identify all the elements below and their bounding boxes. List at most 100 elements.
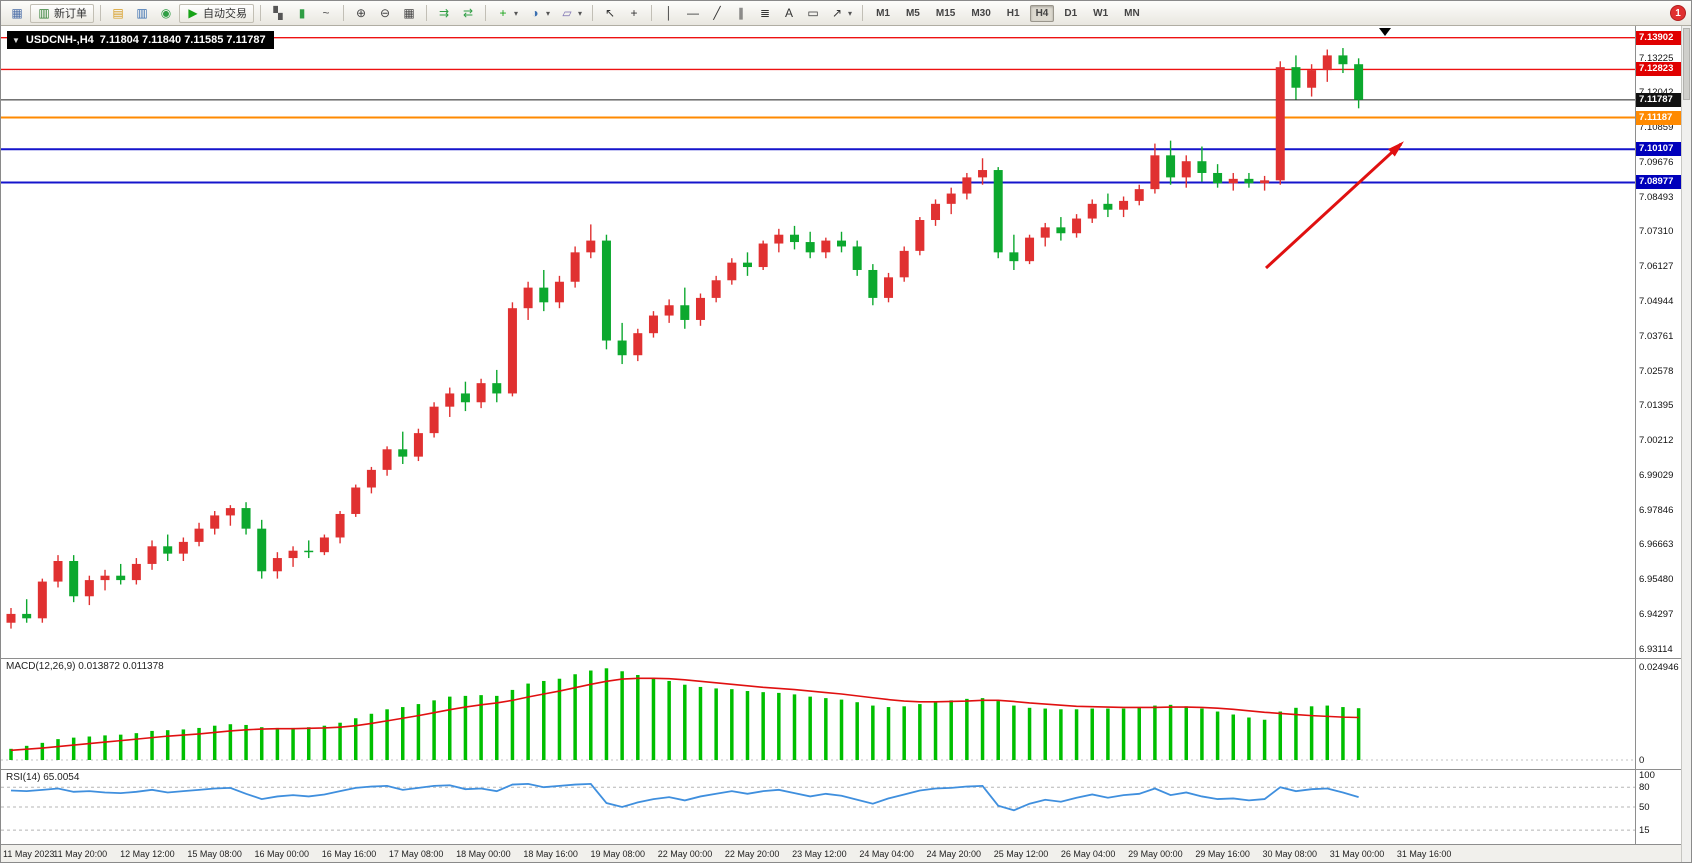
market-watch-icon: ▤ xyxy=(112,6,124,20)
auto-scroll-button[interactable]: ⇉ xyxy=(433,4,455,23)
chart-window-icon-button[interactable]: ▦ xyxy=(6,4,28,23)
macd-label: MACD(12,26,9) 0.013872 0.011378 xyxy=(6,661,164,672)
macd-axis-label: 0.024946 xyxy=(1639,662,1679,673)
toolbar-separator xyxy=(426,5,427,21)
channel-icon: ∥ xyxy=(738,6,745,20)
label-button[interactable]: ▭ xyxy=(802,4,824,23)
vertical-line-button[interactable]: │ xyxy=(658,4,680,23)
data-window-button[interactable]: ▥ xyxy=(131,4,153,23)
timeframe-mn[interactable]: MN xyxy=(1124,7,1140,19)
line-chart-button[interactable]: ~ xyxy=(315,4,337,23)
time-axis-label: 15 May 08:00 xyxy=(187,849,242,859)
time-axis: 11 May 2023 11 May 20:00 12 May 12:00 15 Ma… xyxy=(1,844,1682,862)
price-axis-label: 7.02578 xyxy=(1639,365,1674,377)
macd-panel[interactable]: MACD(12,26,9) 0.013872 0.011378 0.024946… xyxy=(1,658,1682,769)
vertical-scrollbar[interactable] xyxy=(1681,26,1691,862)
price-axis-label: 7.04944 xyxy=(1639,296,1674,308)
chart-shift-button[interactable]: ⇄ xyxy=(457,4,479,23)
timeframe-d1[interactable]: D1 xyxy=(1064,7,1078,19)
rsi-panel[interactable]: RSI(14) 65.0054 100 80 50 15 xyxy=(1,769,1682,844)
time-axis-label: 18 May 16:00 xyxy=(523,849,578,859)
symbol-title: USDCNH-,H4 xyxy=(25,34,94,46)
indicators-icon: + xyxy=(499,6,507,20)
shapes-button[interactable]: ↗ ▾ xyxy=(826,4,856,23)
price-axis-label: 6.93114 xyxy=(1639,643,1673,655)
macd-chart[interactable] xyxy=(1,659,1637,769)
rsi-label: RSI(14) 65.0054 xyxy=(6,772,79,783)
chevron-down-icon: ▾ xyxy=(546,8,551,18)
indicators-button[interactable]: + ▾ xyxy=(492,4,522,23)
horizontal-line-button[interactable]: — xyxy=(682,4,704,23)
timeframe-m15[interactable]: M15 xyxy=(935,7,956,19)
time-axis-label: 31 May 00:00 xyxy=(1329,849,1385,859)
price-axis-label: 7.01395 xyxy=(1639,400,1674,412)
rsi-chart[interactable] xyxy=(1,770,1637,844)
rsi-axis-label: 80 xyxy=(1639,782,1650,794)
ohlc-values: 7.11804 7.11840 7.11585 7.11787 xyxy=(99,34,266,46)
new-order-button[interactable]: ▥ 新订单 xyxy=(30,3,94,23)
timeframe-m30[interactable]: M30 xyxy=(971,7,991,19)
auto-scroll-icon: ⇉ xyxy=(438,6,450,20)
bar-chart-button[interactable]: ▚ xyxy=(267,4,289,23)
timeframe-h1[interactable]: H1 xyxy=(1006,7,1020,19)
macd-values: 0.013872 0.011378 xyxy=(78,661,164,672)
symbol-ohlc-box: ▼ USDCNH-,H4 7.11804 7.11840 7.11585 7.1… xyxy=(7,31,274,49)
main-area: ▼ USDCNH-,H4 7.11804 7.11840 7.11585 7.1… xyxy=(1,26,1691,862)
trendline-button[interactable]: ╱ xyxy=(706,4,728,23)
chevron-down-icon: ▾ xyxy=(578,8,583,18)
templates-button[interactable]: ▱ ▾ xyxy=(556,4,586,23)
timeframe-h4[interactable]: H4 xyxy=(1029,4,1055,22)
cursor-button[interactable]: ↖ xyxy=(599,4,621,23)
time-axis-label: 31 May 16:00 xyxy=(1396,849,1452,859)
notification-badge[interactable]: 1 xyxy=(1670,5,1686,21)
timeframe-m1[interactable]: M1 xyxy=(876,7,890,19)
channel-button[interactable]: ∥ xyxy=(730,4,752,23)
label-icon: ▭ xyxy=(807,6,819,20)
periods-icon: ◑ xyxy=(531,6,539,20)
macd-axis: 0.024946 0 xyxy=(1635,659,1682,769)
price-axis-label: 6.94297 xyxy=(1639,608,1674,620)
time-axis-label: 22 May 20:00 xyxy=(724,849,780,859)
time-axis-label: 12 May 12:00 xyxy=(120,849,175,859)
rsi-value: 65.0054 xyxy=(43,772,80,783)
price-tag-7.13902: 7.13902 xyxy=(1636,30,1682,45)
candlestick-chart[interactable] xyxy=(1,26,1637,658)
chart-shift-icon: ⇄ xyxy=(462,6,474,20)
fibonacci-button[interactable]: ≣ xyxy=(754,4,776,23)
autotrade-button[interactable]: ▶ 自动交易 xyxy=(179,3,254,23)
scrollbar-thumb[interactable] xyxy=(1683,28,1690,100)
text-button[interactable]: A xyxy=(778,4,800,23)
trend-arrow[interactable] xyxy=(1264,142,1403,270)
chart-shift-marker[interactable] xyxy=(1379,28,1391,36)
templates-icon: ▱ xyxy=(562,6,572,20)
rsi-axis: 100 80 50 15 xyxy=(1635,770,1682,844)
price-tag-7.11187: 7.11187 xyxy=(1636,110,1682,125)
toolbar-separator xyxy=(651,5,653,21)
timeframe-m5[interactable]: M5 xyxy=(905,7,920,19)
crosshair-button[interactable]: + xyxy=(623,4,645,23)
price-axis-label: 6.97846 xyxy=(1639,504,1674,516)
price-axis-label: 6.96663 xyxy=(1639,539,1674,551)
candlestick-chart-button[interactable]: ▮ xyxy=(291,4,313,23)
timeframe-w1[interactable]: W1 xyxy=(1093,7,1109,19)
zoom-in-button[interactable]: ⊕ xyxy=(350,4,372,23)
price-axis-label: 7.03761 xyxy=(1639,330,1674,342)
price-axis-label: 7.07310 xyxy=(1639,226,1674,238)
market-watch-button[interactable]: ▤ xyxy=(107,4,129,23)
price-chart-panel[interactable]: ▼ USDCNH-,H4 7.11804 7.11840 7.11585 7.1… xyxy=(1,26,1682,658)
navigator-button[interactable]: ◉ xyxy=(155,4,177,23)
vertical-line-icon: │ xyxy=(665,6,673,20)
trendline-icon: ╱ xyxy=(713,6,721,20)
toolbar-separator xyxy=(343,5,344,21)
time-axis-label: 19 May 08:00 xyxy=(590,849,646,859)
tile-windows-button[interactable]: ▦ xyxy=(398,4,420,23)
line-chart-icon: ~ xyxy=(322,6,330,20)
time-axis-label: 11 May 2023 xyxy=(3,849,55,859)
rsi-line xyxy=(10,782,1359,812)
tile-windows-icon: ▦ xyxy=(403,6,415,20)
zoom-out-button[interactable]: ⊖ xyxy=(374,4,396,23)
periods-button[interactable]: ◑ ▾ xyxy=(524,4,554,23)
rsi-axis-label: 15 xyxy=(1639,825,1650,837)
autotrade-icon: ▶ xyxy=(188,6,198,20)
